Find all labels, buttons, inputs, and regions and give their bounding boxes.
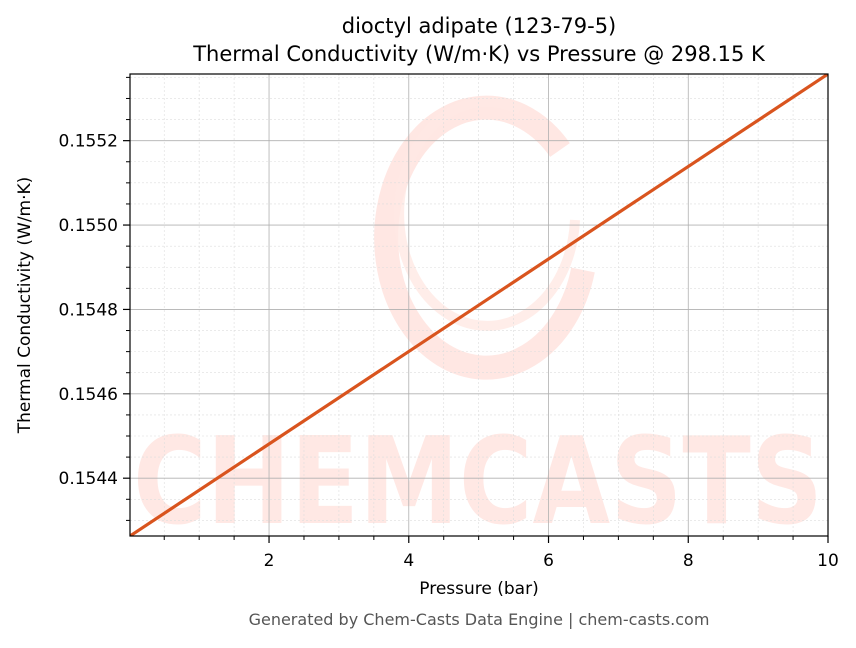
chart-subtitle: Thermal Conductivity (W/m·K) vs Pressure…	[192, 42, 766, 66]
x-tick-label: 2	[264, 551, 275, 571]
x-axis: 2 4 6 8 10	[163, 536, 839, 571]
x-tick-label: 8	[683, 551, 694, 571]
footer-text: Generated by Chem-Casts Data Engine | ch…	[249, 610, 710, 629]
x-tick-label: 6	[543, 551, 554, 571]
series-layer	[130, 74, 828, 536]
y-tick-label: 0.1544	[59, 469, 118, 489]
minor-grid	[130, 74, 828, 536]
x-tick-label: 4	[403, 551, 414, 571]
y-tick-label: 0.1552	[59, 132, 118, 152]
watermark-logo: CHEMCASTS	[133, 95, 823, 552]
y-axis: 0.1544 0.1546 0.1548 0.1550 0.1552	[59, 76, 130, 521]
x-tick-label: 10	[817, 551, 839, 571]
series-line	[130, 74, 828, 536]
y-axis-label: Thermal Conductivity (W/m·K)	[15, 177, 35, 435]
chart-title: dioctyl adipate (123-79-5)	[342, 14, 617, 38]
x-axis-label: Pressure (bar)	[419, 579, 538, 599]
y-tick-label: 0.1548	[59, 300, 118, 320]
watermark-text: CHEMCASTS	[133, 413, 823, 552]
major-grid	[130, 74, 829, 536]
y-tick-label: 0.1546	[59, 385, 118, 405]
y-tick-label: 0.1550	[59, 216, 118, 236]
